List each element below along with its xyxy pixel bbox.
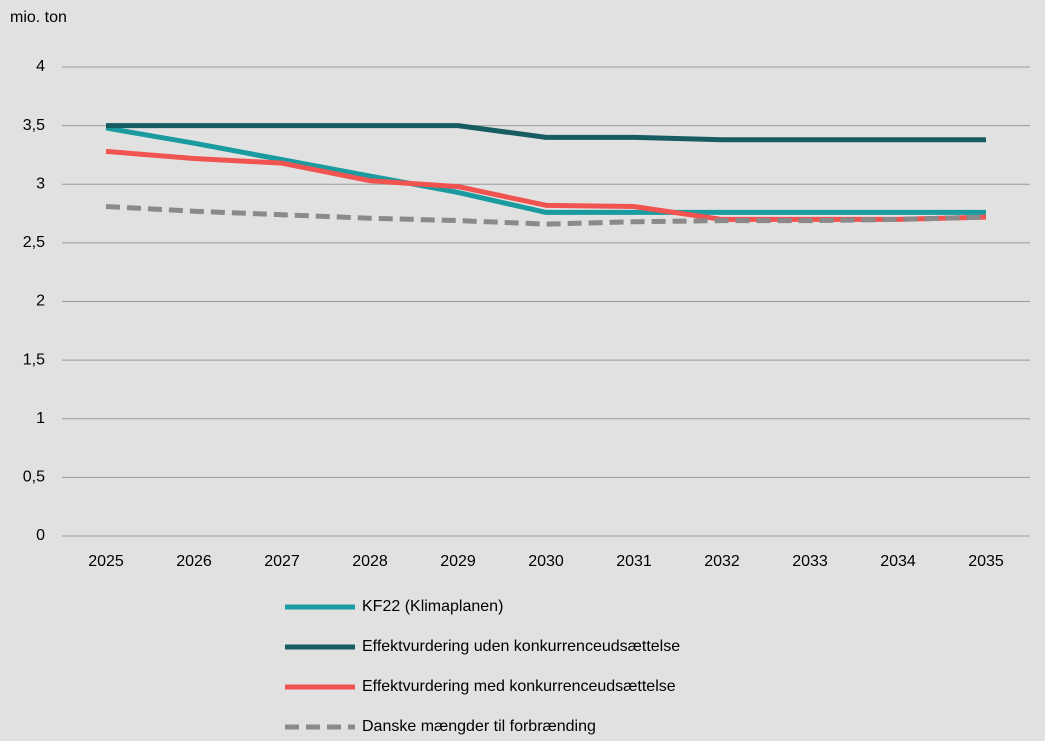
x-tick-label: 2032 bbox=[704, 553, 740, 570]
x-tick-label: 2025 bbox=[88, 553, 124, 570]
x-tick-label: 2033 bbox=[792, 553, 828, 570]
y-tick-label: 0 bbox=[36, 527, 45, 544]
legend-label: Effektvurdering med konkurrenceudsættels… bbox=[362, 678, 676, 695]
y-tick-label: 1,5 bbox=[23, 351, 45, 368]
y-tick-label: 3 bbox=[36, 175, 45, 192]
series-line bbox=[105, 148, 987, 222]
series-line bbox=[106, 123, 986, 143]
y-tick-label: 2,5 bbox=[23, 234, 45, 251]
y-tick-label: 0,5 bbox=[23, 469, 45, 486]
series-line bbox=[105, 125, 986, 215]
x-tick-label: 2031 bbox=[616, 553, 652, 570]
x-tick-label: 2029 bbox=[440, 553, 476, 570]
x-tick-label: 2028 bbox=[352, 553, 388, 570]
y-tick-label: 3,5 bbox=[23, 117, 45, 134]
x-tick-label: 2027 bbox=[264, 553, 300, 570]
y-tick-label: 1 bbox=[36, 410, 45, 427]
x-tick-label: 2030 bbox=[528, 553, 564, 570]
x-tick-label: 2034 bbox=[880, 553, 916, 570]
legend-label: Effektvurdering uden konkurrenceudsættel… bbox=[362, 638, 680, 655]
y-axis-label: mio. ton bbox=[10, 9, 67, 26]
x-tick-label: 2035 bbox=[968, 553, 1004, 570]
y-tick-label: 4 bbox=[36, 58, 45, 75]
legend-label: KF22 (Klimaplanen) bbox=[362, 598, 503, 615]
x-tick-label: 2026 bbox=[176, 553, 212, 570]
legend-label: Danske mængder til forbrænding bbox=[362, 718, 596, 735]
y-tick-label: 2 bbox=[36, 293, 45, 310]
